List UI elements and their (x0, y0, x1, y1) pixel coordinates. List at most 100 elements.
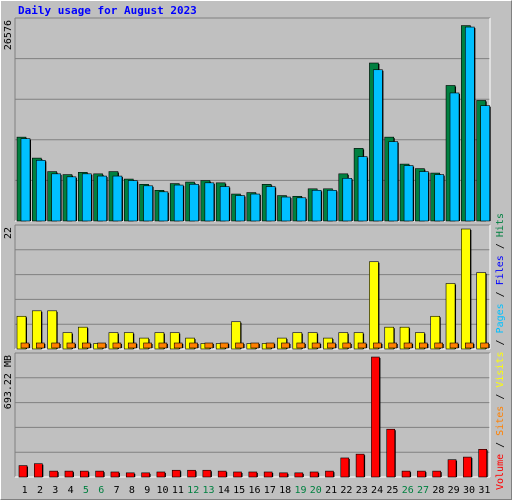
bar-sites-24 (373, 342, 382, 349)
bar-sites-10 (158, 342, 168, 349)
bar-sites-17 (265, 342, 275, 349)
bar-sites-27 (419, 342, 428, 349)
bar-sites-11 (173, 342, 183, 349)
bar-visits-20 (307, 332, 318, 350)
bar-files-30 (465, 26, 475, 222)
bar-volume-14 (217, 470, 227, 478)
bar-sites-4 (66, 342, 76, 349)
bar-sites-30 (465, 342, 474, 349)
bar-files-28 (434, 174, 445, 222)
x-tick-label-4: 4 (68, 485, 74, 496)
legend-separator: / (495, 285, 506, 304)
x-tick-label-1: 1 (22, 485, 28, 496)
bar-visits-28 (430, 315, 441, 350)
y-axis-max-label: 26576 (3, 20, 14, 50)
x-tick-label-7: 7 (114, 485, 120, 496)
bar-visits-31 (476, 272, 486, 350)
bar-sites-2 (36, 342, 45, 349)
y-axis-max-label: 693.22 MB (3, 355, 14, 409)
bar-volume-25 (386, 428, 396, 478)
bar-volume-16 (248, 471, 258, 478)
x-tick-label-27: 27 (417, 485, 429, 496)
bar-volume-24 (371, 356, 380, 478)
bar-sites-12 (189, 342, 198, 349)
x-tick-label-18: 18 (279, 485, 291, 496)
legend-visits: Visits (495, 351, 506, 388)
bar-sites-28 (434, 342, 444, 349)
bar-volume-20 (309, 471, 319, 478)
y-axis-max-label: 22 (3, 227, 14, 239)
bar-sites-13 (204, 342, 214, 349)
volume-panel: 693.22 MB (3, 352, 491, 478)
bar-volume-8 (125, 472, 135, 478)
x-tick-label-11: 11 (172, 485, 184, 496)
legend-hits: Hits (495, 213, 506, 238)
bar-visits-22 (338, 332, 349, 350)
bar-visits-25 (384, 326, 395, 350)
x-tick-label-21: 21 (325, 485, 337, 496)
bar-volume-7 (110, 471, 120, 478)
x-tick-label-25: 25 (386, 485, 398, 496)
bar-volume-2 (34, 463, 43, 478)
bar-visits-3 (47, 310, 57, 350)
legend-sites: Sites (495, 405, 506, 436)
legend-separator: / (495, 237, 506, 256)
bar-visits-1 (16, 315, 27, 350)
legend-separator: / (495, 435, 506, 454)
bar-visits-11 (169, 332, 180, 350)
bar-volume-6 (95, 470, 104, 478)
bar-files-14 (219, 186, 230, 222)
bar-sites-21 (327, 342, 336, 349)
bar-sites-1 (20, 342, 30, 349)
x-tick-label-22: 22 (340, 485, 352, 496)
bar-volume-28 (432, 470, 442, 478)
bar-volume-17 (263, 471, 273, 478)
bar-files-19 (296, 197, 307, 222)
bar-files-25 (388, 141, 399, 222)
bar-files-8 (127, 180, 138, 222)
bar-visits-8 (123, 332, 134, 350)
bar-volume-27 (417, 470, 426, 478)
bar-visits-23 (353, 332, 364, 350)
bar-volume-9 (141, 472, 150, 478)
x-tick-label-10: 10 (157, 485, 169, 496)
x-tick-label-15: 15 (233, 485, 245, 496)
x-tick-label-19: 19 (294, 485, 306, 496)
x-axis-labels: 1 2 3 4 5 6 7 8 9 10 11 12 13 14 15 16 17 18 19 20 21 22 23 24 2… (22, 485, 491, 496)
bar-files-2 (36, 160, 46, 222)
bar-files-11 (173, 184, 184, 222)
bar-files-17 (265, 186, 276, 222)
bar-volume-13 (202, 469, 212, 478)
legend-pages: Pages (495, 303, 506, 334)
bar-volume-15 (233, 471, 242, 478)
bar-visits-10 (154, 332, 165, 350)
legend-separator: / (495, 387, 506, 406)
panel-background (15, 225, 490, 349)
bar-sites-8 (127, 342, 137, 349)
bar-files-23 (357, 156, 368, 222)
bar-sites-23 (357, 342, 367, 349)
bar-volume-22 (340, 457, 350, 478)
x-tick-label-23: 23 (356, 485, 368, 496)
bar-files-3 (51, 173, 61, 222)
bar-files-7 (112, 175, 123, 222)
chart-title: Daily usage for August 2023 (18, 4, 197, 17)
x-tick-label-9: 9 (144, 485, 150, 496)
bar-volume-4 (64, 470, 74, 478)
bar-visits-4 (62, 332, 73, 350)
legend-separator: / (495, 333, 506, 352)
bar-files-5 (81, 173, 92, 222)
bar-visits-5 (77, 326, 88, 350)
legend-volume: Volume (495, 453, 506, 490)
x-tick-label-31: 31 (478, 485, 490, 496)
hits-panel: 26576 (3, 17, 491, 222)
bar-files-13 (204, 182, 215, 222)
bar-visits-19 (292, 332, 303, 350)
bar-volume-12 (187, 469, 196, 478)
x-tick-label-16: 16 (248, 485, 260, 496)
x-tick-label-6: 6 (98, 485, 104, 496)
bar-volume-21 (325, 470, 334, 478)
bar-volume-19 (294, 472, 304, 478)
x-tick-label-26: 26 (402, 485, 414, 496)
x-tick-label-24: 24 (371, 485, 383, 496)
